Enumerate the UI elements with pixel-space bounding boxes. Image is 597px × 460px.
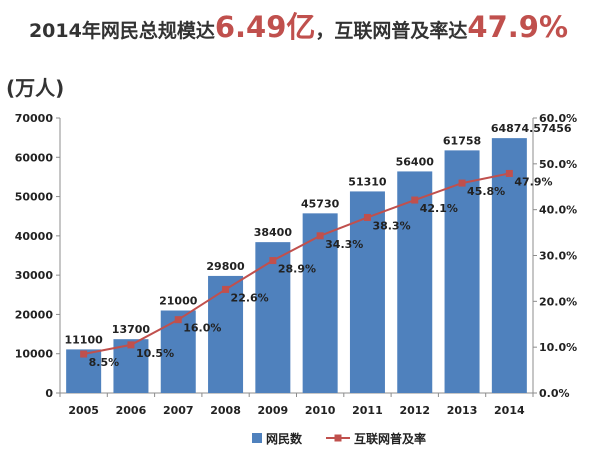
left-axis-tick-label: 40000 [15, 230, 54, 243]
right-axis-tick-label: 0.0% [539, 387, 570, 400]
right-axis-tick-label: 20.0% [539, 295, 577, 308]
bar-2010 [302, 213, 338, 393]
headline-highlight-rate: 47.9% [467, 10, 569, 44]
bar-data-label: 21000 [159, 295, 198, 308]
legend-line-label: 互联网普及率 [354, 431, 426, 446]
x-axis-category-label: 2009 [258, 404, 289, 417]
line-data-label: 38.3% [372, 219, 410, 232]
headline-text-1: 2014年网民总规模达 [28, 20, 215, 42]
penetration-rate-marker [174, 316, 182, 324]
left-axis-tick-label: 60000 [15, 151, 54, 164]
x-axis-category-label: 2007 [163, 404, 194, 417]
x-axis-category-label: 2008 [210, 404, 241, 417]
bar-2013 [444, 150, 480, 393]
line-data-label: 8.5% [89, 356, 120, 369]
right-axis-tick-label: 50.0% [539, 158, 577, 171]
left-axis-tick-label: 30000 [15, 269, 54, 282]
x-axis-category-label: 2005 [68, 404, 99, 417]
bar-2008 [208, 275, 244, 393]
left-axis-unit: (万人) [6, 76, 65, 100]
x-axis-category-label: 2014 [494, 404, 525, 417]
bar-2011 [349, 191, 385, 393]
penetration-rate-marker [127, 341, 135, 349]
left-axis-tick-label: 50000 [15, 191, 54, 204]
left-axis-tick-label: 70000 [15, 112, 54, 125]
penetration-rate-line [83, 172, 510, 356]
chart-headline: 2014年网民总规模达 6.49亿 ，互联网普及率达 47.9% [0, 4, 597, 48]
bar-2014 [491, 138, 527, 393]
penetration-rate-marker [363, 213, 371, 221]
line-data-label: 16.0% [183, 322, 221, 335]
line-data-label: 28.9% [278, 263, 316, 276]
legend-bar-swatch [252, 433, 262, 443]
bar-data-label: 11100 [65, 333, 104, 346]
penetration-rate-marker [80, 350, 88, 358]
line-data-label: 22.6% [231, 291, 269, 304]
x-axis-category-label: 2012 [399, 404, 430, 417]
right-axis-tick-label: 30.0% [539, 250, 577, 263]
bar-data-label: 51310 [348, 175, 387, 188]
bar-data-label: 13700 [112, 323, 151, 336]
left-axis-tick-label: 20000 [15, 308, 54, 321]
penetration-rate-marker [316, 232, 324, 240]
line-data-label: 10.5% [136, 347, 174, 360]
penetration-rate-marker [269, 257, 277, 265]
penetration-rate-marker [458, 179, 466, 187]
right-axis-tick-label: 60.0% [539, 112, 577, 125]
left-axis-tick-label: 10000 [15, 348, 54, 361]
bar-2007 [160, 310, 196, 393]
bar-data-label: 29800 [206, 260, 245, 273]
x-axis-category-label: 2011 [352, 404, 383, 417]
left-axis-tick-label: 0 [45, 387, 53, 400]
x-axis-category-label: 2006 [116, 404, 147, 417]
bar-data-label: 45730 [301, 197, 340, 210]
penetration-rate-marker [222, 285, 230, 293]
penetration-rate-marker [505, 169, 513, 177]
penetration-rate-marker [411, 196, 419, 204]
headline-highlight-users: 6.49亿 [214, 10, 316, 44]
line-data-label: 45.8% [467, 185, 505, 198]
right-axis-tick-label: 10.0% [539, 341, 577, 354]
bar-data-label: 56400 [396, 155, 435, 168]
legend-bar-label: 网民数 [266, 431, 303, 446]
headline-text-2: ，互联网普及率达 [315, 20, 468, 42]
bar-2012 [397, 171, 433, 393]
x-axis-category-label: 2013 [447, 404, 478, 417]
bar-data-label: 38400 [254, 226, 293, 239]
x-axis-category-label: 2010 [305, 404, 336, 417]
line-data-label: 42.1% [420, 202, 458, 215]
right-axis-tick-label: 40.0% [539, 204, 577, 217]
line-data-label: 34.3% [325, 238, 363, 251]
bar-data-label: 64874.57456 [491, 122, 572, 135]
bar-data-label: 61758 [443, 134, 481, 147]
legend-line-marker [334, 434, 342, 442]
line-data-label: 47.9% [514, 175, 552, 188]
